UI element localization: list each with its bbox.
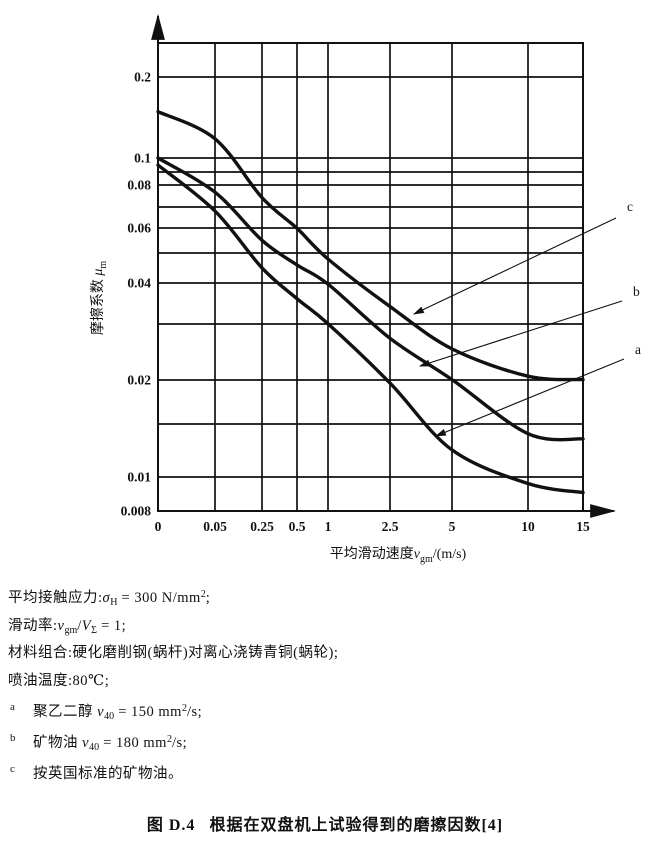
y-tick-label: 0.008	[121, 504, 152, 519]
text-segment: = 150 mm	[114, 704, 182, 720]
test-conditions: 平均接触应力:σH = 300 N/mm2; 滑动率:vgm/VΣ = 1; 材料组…	[8, 586, 608, 696]
footnote-marker: c	[10, 763, 16, 775]
curve-c	[156, 110, 585, 382]
text-segment: V	[81, 617, 92, 634]
footnote-marker: b	[10, 732, 16, 744]
y-axis-title: 摩擦系数 μm	[89, 261, 109, 336]
text-segment: 2	[200, 589, 206, 600]
x-tick-label: 0.05	[203, 519, 227, 534]
x-tick-label: 2.5	[382, 519, 399, 534]
x-axis-title: 平均滑动速度vgm/(m/s)	[330, 545, 467, 565]
condition-line: 喷油温度:80℃;	[8, 669, 608, 697]
text-segment: 矿物油	[33, 735, 83, 751]
curve-a	[156, 163, 585, 495]
curve-label-c: c	[627, 199, 633, 214]
condition-line: 滑动率:vgm/VΣ = 1;	[8, 614, 608, 642]
plot-frame	[151, 13, 617, 518]
text-segment: gm	[64, 624, 78, 636]
leader-line-c	[413, 217, 617, 315]
y-tick-label: 0.08	[127, 178, 151, 193]
text-segment: 40	[89, 742, 100, 753]
text-segment: 40	[104, 711, 115, 722]
curve-label-a: a	[635, 342, 641, 357]
x-tick-label: 10	[521, 519, 535, 534]
text-segment: /s;	[186, 704, 203, 720]
text-segment: 聚乙二醇	[33, 704, 98, 720]
x-tick-label: 1	[325, 519, 332, 534]
text-segment: 2	[166, 734, 172, 745]
footnote-c: c 按英国标准的矿物油。	[10, 762, 610, 793]
text-segment: ν	[97, 704, 105, 720]
footnote-marker: a	[10, 701, 16, 713]
y-tick-label: 0.1	[134, 151, 151, 166]
data-curves	[156, 110, 585, 495]
text-segment: 平均接触应力:	[8, 590, 103, 606]
curve-b	[156, 156, 585, 442]
text-segment: /	[77, 617, 82, 634]
figure-number: 图 D.4	[146, 817, 196, 834]
text-segment: v	[57, 617, 65, 634]
y-tick-label: 0.2	[134, 70, 151, 85]
y-tick-label: 0.02	[127, 373, 151, 388]
text-segment: = 300 N/mm	[117, 590, 201, 606]
text-segment: 按英国标准的矿物油。	[33, 766, 183, 782]
y-tick-label: 0.04	[127, 276, 151, 291]
grid-lines	[158, 43, 583, 511]
text-segment: /s;	[171, 735, 188, 751]
footnote-b: b 矿物油 ν40 = 180 mm2/s;	[10, 731, 610, 762]
leader-line-a	[434, 358, 625, 437]
curve-footnotes: a 聚乙二醇 ν40 = 150 mm2/s; b 矿物油 ν40 = 180 mm2…	[10, 700, 610, 793]
figure-caption-reference: [4]	[481, 817, 504, 834]
condition-line: 平均接触应力:σH = 300 N/mm2;	[8, 586, 608, 614]
figure-caption-text: 根据在双盘机上试验得到的磨擦因数	[209, 817, 482, 834]
text-segment: H	[110, 597, 118, 608]
y-tick-label: 0.06	[127, 221, 151, 236]
curve-leader-annotations: a b c	[413, 199, 641, 437]
x-tick-label: 0.5	[289, 519, 306, 534]
axis-titles: 平均滑动速度vgm/(m/s) 摩擦系数 μm	[89, 261, 467, 565]
text-segment: σ	[102, 590, 111, 606]
text-segment: = 1;	[96, 617, 127, 634]
condition-line: 材料组合:硬化磨削钢(蜗杆)对离心浇铸青铜(蜗轮);	[8, 641, 608, 669]
text-segment: Σ	[91, 624, 97, 636]
x-tick-label: 0.25	[250, 519, 274, 534]
y-tick-label: 0.01	[127, 470, 151, 485]
x-tick-label: 15	[576, 519, 590, 534]
x-tick-label: 0	[155, 519, 162, 534]
text-segment: 材料组合:硬化磨削钢(蜗杆)对离心浇铸青铜(蜗轮);	[8, 645, 339, 661]
text-segment: 2	[181, 703, 187, 714]
plot-border	[157, 42, 584, 512]
text-segment: ;	[205, 590, 211, 606]
figure-caption: 图 D.4 根据在双盘机上试验得到的磨擦因数[4]	[0, 811, 650, 835]
x-tick-label: 5	[449, 519, 456, 534]
text-segment: 滑动率:	[8, 617, 58, 634]
text-segment: = 180 mm	[99, 735, 167, 751]
curve-label-b: b	[633, 284, 640, 299]
leader-line-b	[418, 300, 623, 367]
text-segment: 喷油温度:80℃;	[8, 672, 110, 689]
text-segment: ν	[82, 735, 90, 751]
footnote-a: a 聚乙二醇 ν40 = 150 mm2/s;	[10, 700, 610, 731]
